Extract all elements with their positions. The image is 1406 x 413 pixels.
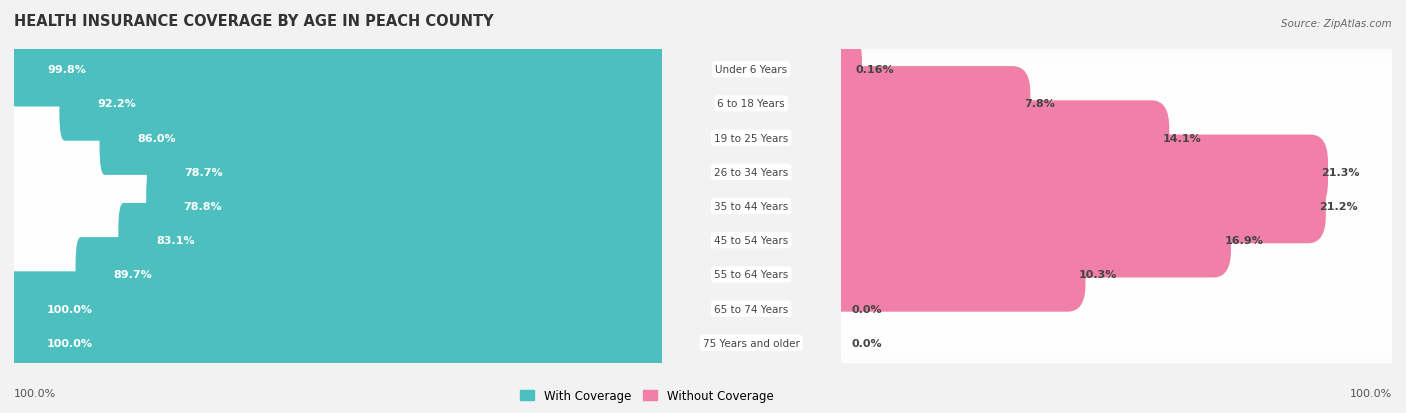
Text: Source: ZipAtlas.com: Source: ZipAtlas.com <box>1281 19 1392 29</box>
Text: 78.8%: 78.8% <box>184 202 222 211</box>
Text: 7.8%: 7.8% <box>1024 99 1054 109</box>
Text: 21.3%: 21.3% <box>1322 167 1360 177</box>
FancyBboxPatch shape <box>3 270 673 348</box>
FancyBboxPatch shape <box>823 237 1085 312</box>
FancyBboxPatch shape <box>3 202 673 280</box>
FancyBboxPatch shape <box>813 65 1406 143</box>
Text: 55 to 64 Years: 55 to 64 Years <box>714 270 789 280</box>
FancyBboxPatch shape <box>813 133 1406 211</box>
Legend: With Coverage, Without Coverage: With Coverage, Without Coverage <box>516 385 778 407</box>
Text: HEALTH INSURANCE COVERAGE BY AGE IN PEACH COUNTY: HEALTH INSURANCE COVERAGE BY AGE IN PEAC… <box>14 14 494 29</box>
Text: 10.3%: 10.3% <box>1078 270 1118 280</box>
Text: Under 6 Years: Under 6 Years <box>716 65 787 75</box>
FancyBboxPatch shape <box>813 168 1406 245</box>
Text: 19 to 25 Years: 19 to 25 Years <box>714 133 789 143</box>
FancyBboxPatch shape <box>3 304 673 382</box>
FancyBboxPatch shape <box>823 169 1326 244</box>
FancyBboxPatch shape <box>3 31 673 109</box>
FancyBboxPatch shape <box>76 237 666 312</box>
Text: 0.0%: 0.0% <box>852 304 883 314</box>
Text: 21.2%: 21.2% <box>1319 202 1358 211</box>
FancyBboxPatch shape <box>813 202 1406 280</box>
Text: 83.1%: 83.1% <box>156 236 194 246</box>
Text: 100.0%: 100.0% <box>1350 388 1392 398</box>
FancyBboxPatch shape <box>3 236 673 313</box>
FancyBboxPatch shape <box>3 133 673 211</box>
FancyBboxPatch shape <box>823 204 1232 278</box>
Text: 6 to 18 Years: 6 to 18 Years <box>717 99 785 109</box>
Text: 65 to 74 Years: 65 to 74 Years <box>714 304 789 314</box>
FancyBboxPatch shape <box>8 306 666 380</box>
Text: 100.0%: 100.0% <box>14 388 56 398</box>
FancyBboxPatch shape <box>59 67 666 141</box>
FancyBboxPatch shape <box>8 272 666 346</box>
FancyBboxPatch shape <box>823 33 862 107</box>
FancyBboxPatch shape <box>823 135 1329 209</box>
Text: 14.1%: 14.1% <box>1163 133 1201 143</box>
Text: 100.0%: 100.0% <box>46 338 93 348</box>
Text: 45 to 54 Years: 45 to 54 Years <box>714 236 789 246</box>
FancyBboxPatch shape <box>823 67 1031 141</box>
FancyBboxPatch shape <box>813 304 1406 382</box>
FancyBboxPatch shape <box>813 236 1406 313</box>
Text: 75 Years and older: 75 Years and older <box>703 338 800 348</box>
FancyBboxPatch shape <box>118 204 666 278</box>
FancyBboxPatch shape <box>10 33 666 107</box>
Text: 89.7%: 89.7% <box>112 270 152 280</box>
Text: 92.2%: 92.2% <box>97 99 136 109</box>
Text: 16.9%: 16.9% <box>1225 236 1263 246</box>
FancyBboxPatch shape <box>813 270 1406 348</box>
FancyBboxPatch shape <box>813 31 1406 109</box>
Text: 100.0%: 100.0% <box>46 304 93 314</box>
FancyBboxPatch shape <box>3 65 673 143</box>
Text: 86.0%: 86.0% <box>138 133 176 143</box>
FancyBboxPatch shape <box>146 169 666 244</box>
FancyBboxPatch shape <box>823 101 1170 176</box>
FancyBboxPatch shape <box>3 100 673 177</box>
Text: 35 to 44 Years: 35 to 44 Years <box>714 202 789 211</box>
FancyBboxPatch shape <box>146 135 666 209</box>
FancyBboxPatch shape <box>813 100 1406 177</box>
Text: 0.16%: 0.16% <box>855 65 894 75</box>
FancyBboxPatch shape <box>3 168 673 245</box>
Text: 99.8%: 99.8% <box>48 65 87 75</box>
Text: 0.0%: 0.0% <box>852 338 883 348</box>
Text: 78.7%: 78.7% <box>184 167 224 177</box>
FancyBboxPatch shape <box>100 101 666 176</box>
Text: 26 to 34 Years: 26 to 34 Years <box>714 167 789 177</box>
